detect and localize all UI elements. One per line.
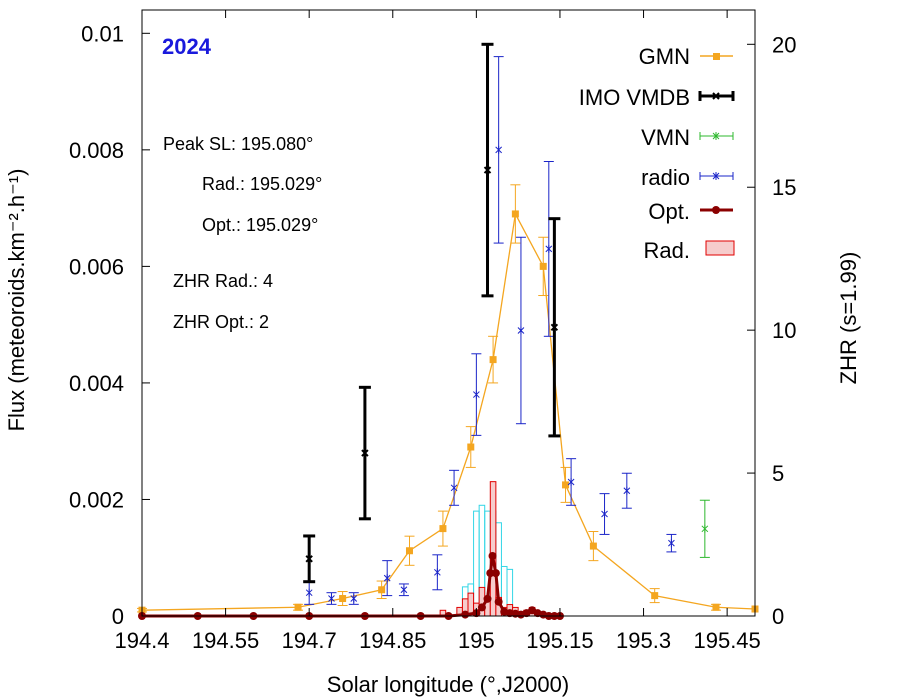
legend-key-rad xyxy=(705,240,735,256)
vmn-series xyxy=(699,499,710,558)
y-axis-label-right: ZHR (s=1.99) xyxy=(836,252,861,385)
radio-series xyxy=(304,56,677,605)
radio-point xyxy=(623,486,631,495)
gmn-point xyxy=(378,586,386,594)
annotation-rad-peak: Rad.: 195.029° xyxy=(202,174,322,194)
rad-histogram xyxy=(439,481,541,617)
y-tick-label-left: 0.01 xyxy=(81,21,124,46)
legend-label-gmn: GMN xyxy=(639,44,690,69)
opt-point xyxy=(483,594,492,603)
plot-frame xyxy=(141,9,756,617)
y-tick-label-left: 0.004 xyxy=(69,371,124,396)
legend-label-vmn: VMN xyxy=(641,125,690,150)
radio-point xyxy=(517,326,525,335)
imo-point xyxy=(305,555,313,563)
legend-key-opt xyxy=(700,206,733,214)
y-axis-label-left: Flux (meteoroids.km⁻².h⁻¹) xyxy=(4,169,29,432)
opt-point xyxy=(491,569,500,578)
legend-key-imo-vmdb xyxy=(698,91,735,101)
radio-point xyxy=(473,390,480,399)
opt-point xyxy=(488,551,497,560)
radio-point xyxy=(450,483,458,492)
y-tick-label-left: 0.008 xyxy=(69,138,124,163)
imo-vmdb-series xyxy=(303,42,561,584)
radio-point xyxy=(383,574,391,583)
vmn-point xyxy=(701,524,709,533)
gmn-point xyxy=(651,592,659,600)
opt-point xyxy=(486,569,495,578)
radio-point xyxy=(567,477,575,486)
imo-point xyxy=(361,449,369,457)
imo-point xyxy=(483,166,492,174)
x-axis-label: Solar longitude (°,J2000) xyxy=(327,672,569,697)
legend-label-imo-vmdb: IMO VMDB xyxy=(579,85,690,110)
cyan-bar xyxy=(473,510,480,617)
annotation-peak: Peak SL: 195.080° xyxy=(163,134,313,154)
radio-point xyxy=(601,510,608,519)
radio-point xyxy=(305,588,313,597)
gmn-point xyxy=(511,210,519,218)
gmn-point xyxy=(439,525,447,533)
radio-point xyxy=(328,594,335,603)
gmn-point xyxy=(467,443,475,451)
x-tick-label: 195.3 xyxy=(616,628,671,653)
y-tick-label-right: 0 xyxy=(772,604,784,629)
gmn-point xyxy=(294,603,302,611)
radio-point xyxy=(495,145,503,154)
x-tick-label: 194.7 xyxy=(282,628,337,653)
legend-label-rad: Rad. xyxy=(644,238,690,263)
x-tick-label: 195.15 xyxy=(526,628,593,653)
axis-ticks: 194.4 194.55 194.7 194.85 195 195.15 195.3 195.… xyxy=(69,10,796,653)
gmn-point xyxy=(405,547,413,555)
annotation-opt-peak: Opt.: 195.029° xyxy=(202,215,318,235)
gmn-point xyxy=(539,262,547,270)
legend-key-radio xyxy=(699,172,734,180)
opt-point xyxy=(461,610,470,619)
radio-point xyxy=(668,539,675,548)
legend-key-gmn xyxy=(700,53,733,60)
imo-point xyxy=(550,323,559,331)
radio-point xyxy=(545,244,553,253)
gmn-point xyxy=(712,603,720,611)
y-tick-label-left: 0.002 xyxy=(69,487,124,512)
legend: GMN IMO VMDB VMN radio xyxy=(579,44,735,263)
gmn-point xyxy=(339,595,347,603)
x-tick-label: 194.55 xyxy=(192,628,259,653)
legend-label-opt: Opt. xyxy=(648,199,690,224)
radio-point xyxy=(434,568,441,577)
x-tick-label: 194.4 xyxy=(114,628,169,653)
y-tick-label-left: 0.006 xyxy=(69,254,124,279)
y-tick-label-right: 5 xyxy=(772,461,784,486)
x-tick-label: 195 xyxy=(458,628,495,653)
rad-bar xyxy=(489,481,497,617)
y-tick-label-right: 20 xyxy=(772,32,796,57)
y-tick-label-right: 15 xyxy=(772,175,796,200)
legend-key-vmn xyxy=(699,132,734,140)
x-tick-label: 194.85 xyxy=(359,628,426,653)
gmn-point xyxy=(589,542,597,550)
x-tick-label: 195.45 xyxy=(693,628,760,653)
gmn-point xyxy=(562,481,570,489)
gmn-point xyxy=(489,356,497,364)
opt-point xyxy=(494,597,503,606)
y-tick-label-right: 10 xyxy=(772,318,796,343)
opt-point xyxy=(477,603,486,612)
radio-point xyxy=(350,594,358,603)
y-tick-label-left: 0 xyxy=(112,604,124,629)
legend-label-radio: radio xyxy=(641,165,690,190)
annotation-zhr-rad: ZHR Rad.: 4 xyxy=(173,271,273,291)
radio-point xyxy=(400,585,408,594)
year-label: 2024 xyxy=(162,34,212,59)
annotation-zhr-opt: ZHR Opt.: 2 xyxy=(173,312,269,332)
